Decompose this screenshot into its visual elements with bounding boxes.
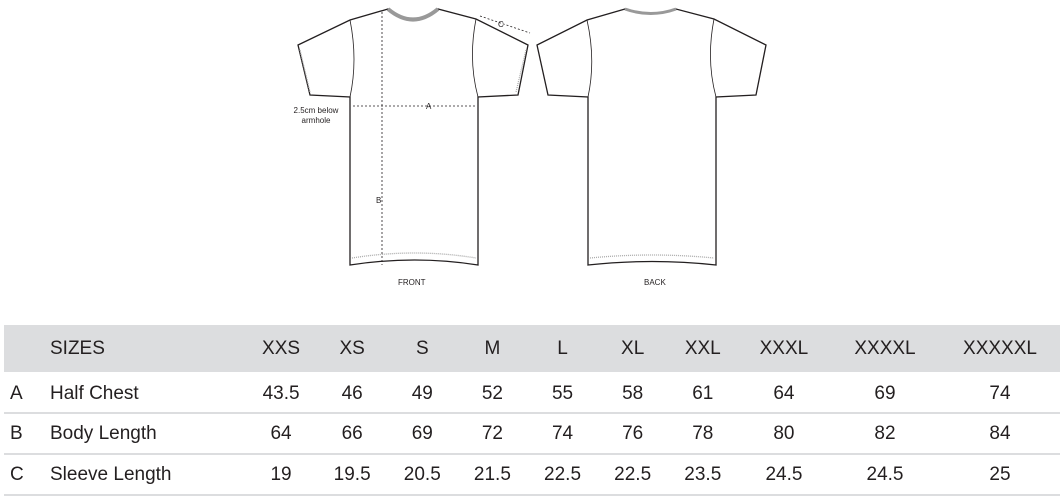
row-letter: C (10, 463, 24, 485)
tshirt-diagram (297, 7, 767, 266)
sizes-header: SIZES (50, 337, 105, 359)
measurement-cell: 22.5 (614, 463, 652, 485)
measure-a-label: A (426, 102, 432, 111)
measurement-cell: 24.5 (765, 463, 803, 485)
measurement-cell: 24.5 (866, 463, 904, 485)
measurement-cell: 69 (411, 422, 433, 444)
measurement-cell: 46 (341, 382, 363, 404)
measurement-cell: 69 (874, 382, 896, 404)
measurement-cell: 58 (622, 382, 644, 404)
size-header: XL (621, 337, 645, 359)
measurement-cell: 55 (551, 382, 574, 404)
measurement-cell: 52 (481, 382, 503, 404)
table-row: B Body Length 64 66 69 72 74 76 78 80 82 84 (4, 413, 1060, 454)
measurement-cell: 43.5 (262, 382, 300, 404)
tshirt-front (297, 7, 531, 266)
size-header: S (415, 337, 429, 359)
measurement-cell: 80 (773, 422, 795, 444)
measurement-cell: 21.5 (473, 463, 511, 485)
size-header: XXS (262, 337, 301, 359)
measurement-cell: 20.5 (403, 463, 441, 485)
table-row: A Half Chest 43.5 46 49 52 55 58 61 64 69 74 (4, 372, 1060, 413)
measurement-cell: 76 (622, 422, 644, 444)
row-name: Half Chest (50, 382, 139, 404)
measurement-cell: 22.5 (544, 463, 582, 485)
measurement-cell: 64 (773, 382, 795, 404)
measurement-cell: 19 (270, 463, 292, 485)
front-label: FRONT (398, 278, 426, 287)
row-name: Sleeve Length (50, 463, 172, 485)
size-header-row: SIZES XXS XS S M L XL XXL XXXL XXXXL XXX… (4, 325, 1060, 372)
measure-b-label: B (376, 196, 382, 205)
size-header: XXL (684, 337, 721, 359)
measurement-cell: 72 (481, 422, 503, 444)
size-table: SIZES XXS XS S M L XL XXL XXXL XXXXL XXX… (4, 325, 1060, 496)
measurement-cell: 64 (270, 422, 292, 444)
measurement-cell: 66 (341, 422, 363, 444)
size-header: L (557, 337, 568, 359)
measurement-cell: 74 (989, 382, 1011, 404)
measurement-cell: 82 (874, 422, 896, 444)
size-header: XXXXXL (963, 337, 1037, 359)
row-name: Body Length (50, 422, 157, 444)
size-header: XXXL (759, 337, 809, 359)
measurement-cell: 78 (692, 422, 714, 444)
measure-c-label: C (498, 20, 504, 29)
row-letter: A (10, 382, 23, 404)
table-row: C Sleeve Length 19 19.5 20.5 21.5 22.5 22.5 23.5… (4, 454, 1060, 495)
measurement-cell: 74 (551, 422, 574, 444)
measurement-cell: 23.5 (684, 463, 722, 485)
size-header: XXXXL (854, 337, 916, 359)
measurement-cell: 84 (989, 422, 1011, 444)
measurement-cell: 19.5 (333, 463, 371, 485)
measurement-cell: 49 (411, 382, 433, 404)
row-letter: B (10, 422, 23, 444)
armhole-note: 2.5cm below armhole (293, 106, 339, 125)
measurement-cell: 25 (989, 463, 1011, 485)
size-header: M (484, 337, 501, 359)
size-header: XS (339, 337, 365, 359)
measurement-cell: 61 (692, 382, 714, 404)
tshirt-back (536, 7, 767, 266)
back-label: BACK (644, 278, 666, 287)
